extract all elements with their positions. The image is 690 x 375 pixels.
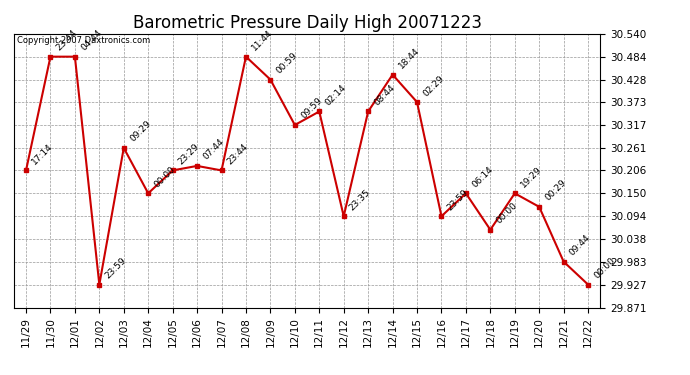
Text: 18:44: 18:44 [397,46,421,70]
Title: Barometric Pressure Daily High 20071223: Barometric Pressure Daily High 20071223 [132,14,482,32]
Text: 00:00: 00:00 [495,201,519,226]
Text: 02:14: 02:14 [324,83,348,107]
Text: 23:44: 23:44 [55,28,79,53]
Text: Copyright 2007 Daxtronics.com: Copyright 2007 Daxtronics.com [17,36,150,45]
Text: 23:59: 23:59 [104,256,128,280]
Text: 23:44: 23:44 [226,142,250,166]
Text: 19:29: 19:29 [519,165,544,189]
Text: 06:14: 06:14 [470,165,495,189]
Text: 09:44: 09:44 [568,233,592,258]
Text: 17:14: 17:14 [30,142,55,166]
Text: 11:44: 11:44 [250,28,275,53]
Text: 23:29: 23:29 [177,142,201,166]
Text: 09:29: 09:29 [128,119,152,144]
Text: 00:00: 00:00 [592,256,617,280]
Text: 00:59: 00:59 [275,51,299,75]
Text: 07:44: 07:44 [201,137,226,162]
Text: 23:35: 23:35 [348,188,373,212]
Text: 02:29: 02:29 [421,74,446,98]
Text: 00:00: 00:00 [152,165,177,189]
Text: 23:59: 23:59 [446,188,470,212]
Text: 09:59: 09:59 [299,96,324,121]
Text: 04:44: 04:44 [79,28,104,53]
Text: 00:29: 00:29 [543,178,568,203]
Text: 08:44: 08:44 [373,83,397,107]
